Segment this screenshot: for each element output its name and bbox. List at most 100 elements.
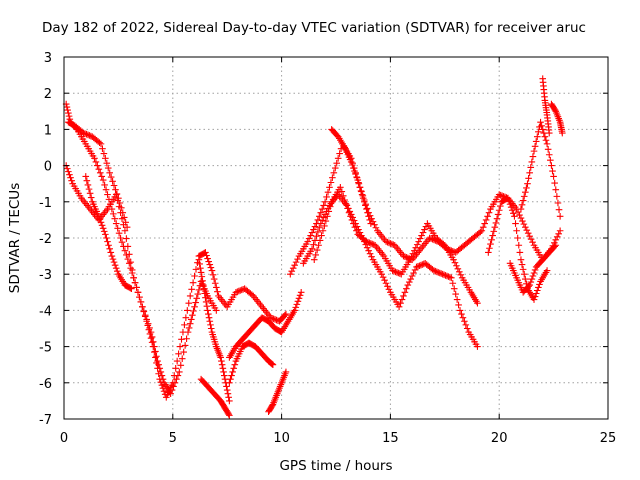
data-point bbox=[416, 262, 423, 270]
data-point bbox=[552, 186, 560, 194]
data-point bbox=[556, 227, 564, 235]
data-point bbox=[334, 155, 342, 162]
data-point bbox=[291, 307, 298, 314]
data-point bbox=[207, 325, 215, 332]
data-point bbox=[109, 255, 117, 263]
data-point bbox=[404, 281, 412, 289]
data-point bbox=[363, 205, 370, 213]
data-point bbox=[316, 237, 324, 244]
data-point bbox=[85, 185, 93, 193]
data-point bbox=[353, 227, 360, 235]
data-point bbox=[359, 194, 367, 202]
data-point bbox=[318, 205, 326, 213]
data-point bbox=[109, 177, 116, 185]
series-track-c bbox=[65, 118, 131, 231]
data-point bbox=[436, 269, 444, 277]
data-point bbox=[413, 241, 421, 248]
data-point bbox=[125, 260, 133, 267]
data-point bbox=[321, 198, 329, 206]
data-point bbox=[140, 307, 148, 315]
data-point bbox=[403, 285, 410, 292]
data-point bbox=[146, 324, 153, 332]
data-point bbox=[176, 368, 183, 376]
series-track-d bbox=[82, 173, 135, 292]
data-point bbox=[268, 314, 276, 322]
data-point bbox=[101, 181, 108, 189]
data-point bbox=[325, 208, 333, 215]
data-point bbox=[124, 243, 132, 250]
data-point bbox=[344, 205, 351, 212]
data-point bbox=[99, 176, 107, 184]
data-point bbox=[525, 282, 532, 290]
series-track-p bbox=[517, 118, 564, 220]
data-point bbox=[384, 282, 391, 290]
data-point bbox=[188, 285, 195, 293]
data-point bbox=[488, 236, 495, 244]
data-point bbox=[84, 181, 92, 189]
data-point bbox=[202, 298, 210, 306]
data-point bbox=[382, 279, 390, 287]
data-point bbox=[155, 361, 162, 368]
data-point bbox=[450, 285, 458, 292]
data-point bbox=[493, 215, 501, 222]
data-point bbox=[172, 365, 180, 372]
data-point bbox=[384, 238, 391, 246]
data-point bbox=[486, 244, 493, 252]
data-point bbox=[487, 240, 494, 248]
data-point bbox=[316, 224, 323, 232]
data-point bbox=[517, 205, 525, 213]
data-point bbox=[65, 112, 73, 120]
data-point bbox=[64, 106, 71, 114]
data-point bbox=[170, 383, 177, 390]
data-point bbox=[485, 209, 493, 216]
data-point bbox=[433, 268, 441, 276]
data-point bbox=[287, 270, 294, 278]
data-point bbox=[510, 209, 517, 217]
data-point bbox=[121, 247, 129, 254]
data-point bbox=[514, 208, 522, 216]
data-point bbox=[97, 219, 105, 226]
data-point bbox=[531, 266, 539, 274]
data-point bbox=[538, 122, 545, 130]
series-track-l bbox=[310, 184, 481, 307]
data-point bbox=[511, 212, 518, 220]
data-point bbox=[347, 158, 355, 166]
data-point bbox=[209, 271, 217, 279]
data-points bbox=[62, 75, 566, 419]
data-point bbox=[313, 246, 321, 254]
data-point bbox=[496, 202, 504, 210]
data-point bbox=[67, 174, 74, 181]
data-point bbox=[236, 287, 244, 294]
data-point bbox=[96, 215, 104, 223]
data-point bbox=[268, 360, 276, 368]
data-point bbox=[310, 256, 318, 264]
data-point bbox=[342, 200, 350, 208]
data-point bbox=[317, 220, 325, 227]
data-point bbox=[351, 167, 358, 175]
data-point bbox=[184, 328, 192, 336]
data-point bbox=[125, 250, 133, 258]
data-point bbox=[171, 379, 179, 387]
data-point bbox=[417, 261, 425, 269]
data-point bbox=[123, 251, 130, 259]
data-point bbox=[412, 244, 420, 251]
data-point bbox=[551, 106, 559, 114]
data-point bbox=[549, 167, 556, 175]
y-tick-label: -4 bbox=[39, 304, 52, 319]
data-point bbox=[434, 269, 442, 276]
data-point bbox=[525, 174, 532, 182]
data-point bbox=[482, 216, 490, 224]
data-point bbox=[288, 267, 296, 275]
data-point bbox=[104, 238, 111, 245]
data-point bbox=[345, 209, 353, 216]
data-point bbox=[168, 386, 176, 394]
data-point bbox=[268, 360, 275, 367]
data-point bbox=[532, 138, 540, 145]
data-point bbox=[293, 301, 301, 308]
data-point bbox=[108, 252, 116, 260]
data-point bbox=[178, 336, 185, 343]
data-point bbox=[320, 202, 327, 209]
data-point bbox=[229, 368, 236, 376]
data-point bbox=[378, 270, 385, 278]
